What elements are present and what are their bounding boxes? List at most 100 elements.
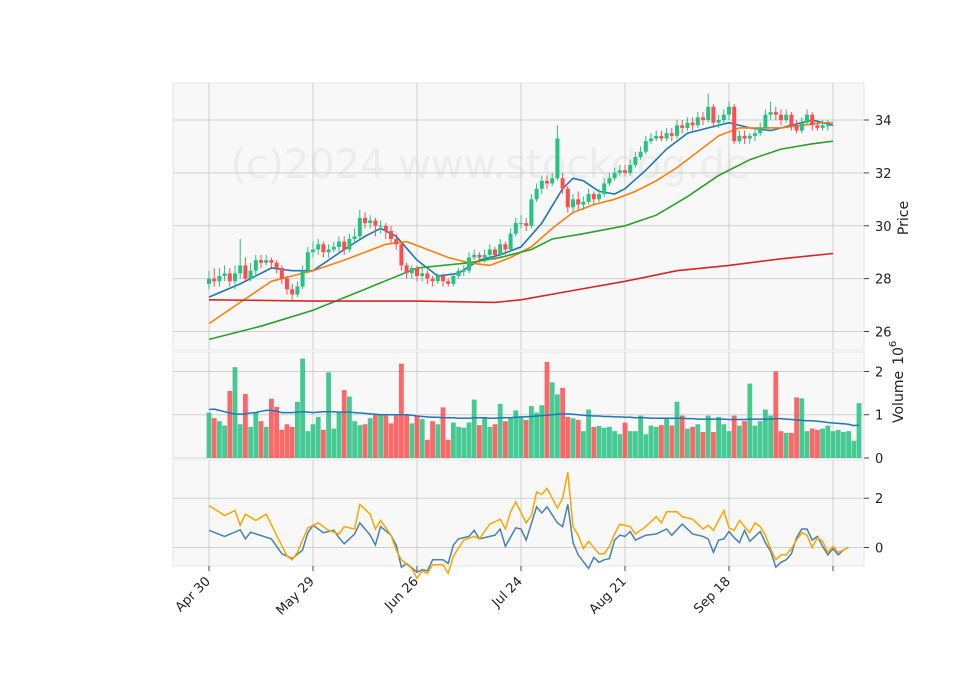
volume-bar: [362, 424, 368, 458]
candle: [716, 114, 721, 128]
volume-bar: [804, 431, 810, 458]
candle: [664, 127, 669, 142]
candle-body: [581, 201, 586, 205]
candle: [519, 215, 523, 229]
candle: [394, 233, 399, 250]
candle: [747, 133, 752, 144]
candle: [721, 109, 726, 126]
volume-bar: [456, 426, 461, 458]
candle: [331, 241, 336, 253]
candle: [404, 262, 409, 279]
volume-bar: [716, 416, 721, 458]
volume-bar: [305, 431, 311, 458]
candle: [456, 268, 461, 279]
volume-unit-exponent: 6: [888, 341, 899, 347]
volume-bar: [430, 421, 435, 458]
candle: [810, 112, 815, 131]
volume-bar: [617, 434, 623, 458]
volume-bar: [607, 426, 612, 458]
y-tick-label: 30: [875, 220, 892, 235]
y-tick-label: 1: [875, 409, 883, 424]
candle: [742, 130, 747, 144]
volume-bar: [263, 426, 269, 458]
candle-body: [701, 117, 705, 121]
candle: [571, 194, 575, 213]
candle: [461, 265, 466, 276]
volume-bar: [612, 431, 617, 458]
candle: [409, 265, 414, 279]
candle: [363, 212, 367, 229]
candle-body: [420, 273, 425, 276]
candle-body: [508, 233, 513, 250]
candle: [415, 265, 419, 282]
candle-body: [747, 135, 752, 139]
volume-bar: [388, 423, 394, 458]
oscillator-line: [208, 504, 849, 574]
candle: [680, 120, 685, 134]
candle: [597, 188, 601, 202]
candle: [217, 268, 222, 287]
candle: [815, 122, 820, 131]
candle-body: [607, 178, 612, 184]
volume-bar: [404, 414, 409, 458]
volume-bar: [529, 406, 534, 458]
candle: [794, 120, 799, 134]
candle: [690, 117, 695, 131]
volume-bar: [414, 415, 420, 458]
volume-bar: [222, 425, 227, 458]
candle: [727, 101, 731, 121]
candle-body: [529, 199, 534, 226]
candle-body: [664, 133, 669, 139]
volume-bar: [477, 425, 482, 458]
candle: [259, 254, 263, 269]
candle-body: [331, 246, 336, 250]
volume-bar: [726, 431, 732, 458]
candle-body: [222, 273, 227, 276]
candle-body: [758, 127, 763, 134]
candle-body: [742, 135, 747, 139]
volume-bar: [503, 421, 508, 458]
volume-bar: [669, 425, 675, 458]
candle: [659, 130, 664, 142]
volume-bar: [700, 432, 706, 458]
volume-bar: [326, 372, 331, 458]
candle-body: [565, 188, 570, 208]
candle-body: [534, 188, 539, 200]
candle: [243, 257, 248, 282]
volume-bar: [783, 432, 789, 458]
candle-body: [285, 278, 289, 290]
candle: [732, 104, 737, 144]
candle-body: [347, 238, 352, 250]
candle-body: [576, 199, 581, 205]
volume-bar: [565, 416, 571, 458]
candle: [737, 130, 742, 144]
volume-bar: [575, 419, 581, 458]
volume-bar: [445, 439, 451, 458]
candle-body: [695, 117, 700, 126]
candle: [529, 194, 534, 229]
candle: [612, 167, 617, 181]
volume-bar: [591, 426, 597, 458]
volume-bar: [409, 423, 415, 458]
volume-bar: [347, 396, 352, 458]
candle-body: [498, 244, 503, 255]
candle: [513, 217, 518, 237]
candle-body: [643, 141, 648, 152]
volume-bar: [315, 416, 321, 458]
candle: [295, 281, 300, 298]
volume-bar: [815, 429, 820, 458]
candle: [565, 186, 570, 213]
candle: [602, 178, 607, 197]
candle: [274, 260, 279, 274]
candle-body: [274, 262, 279, 269]
candle-body: [539, 180, 544, 189]
candle-body: [513, 223, 518, 234]
volume-bar: [497, 403, 503, 458]
candle-body: [794, 125, 799, 131]
candle-body: [259, 260, 263, 263]
volume-bar: [378, 413, 383, 458]
volume-bar: [627, 431, 633, 458]
candle: [586, 188, 591, 205]
candle: [550, 172, 555, 187]
